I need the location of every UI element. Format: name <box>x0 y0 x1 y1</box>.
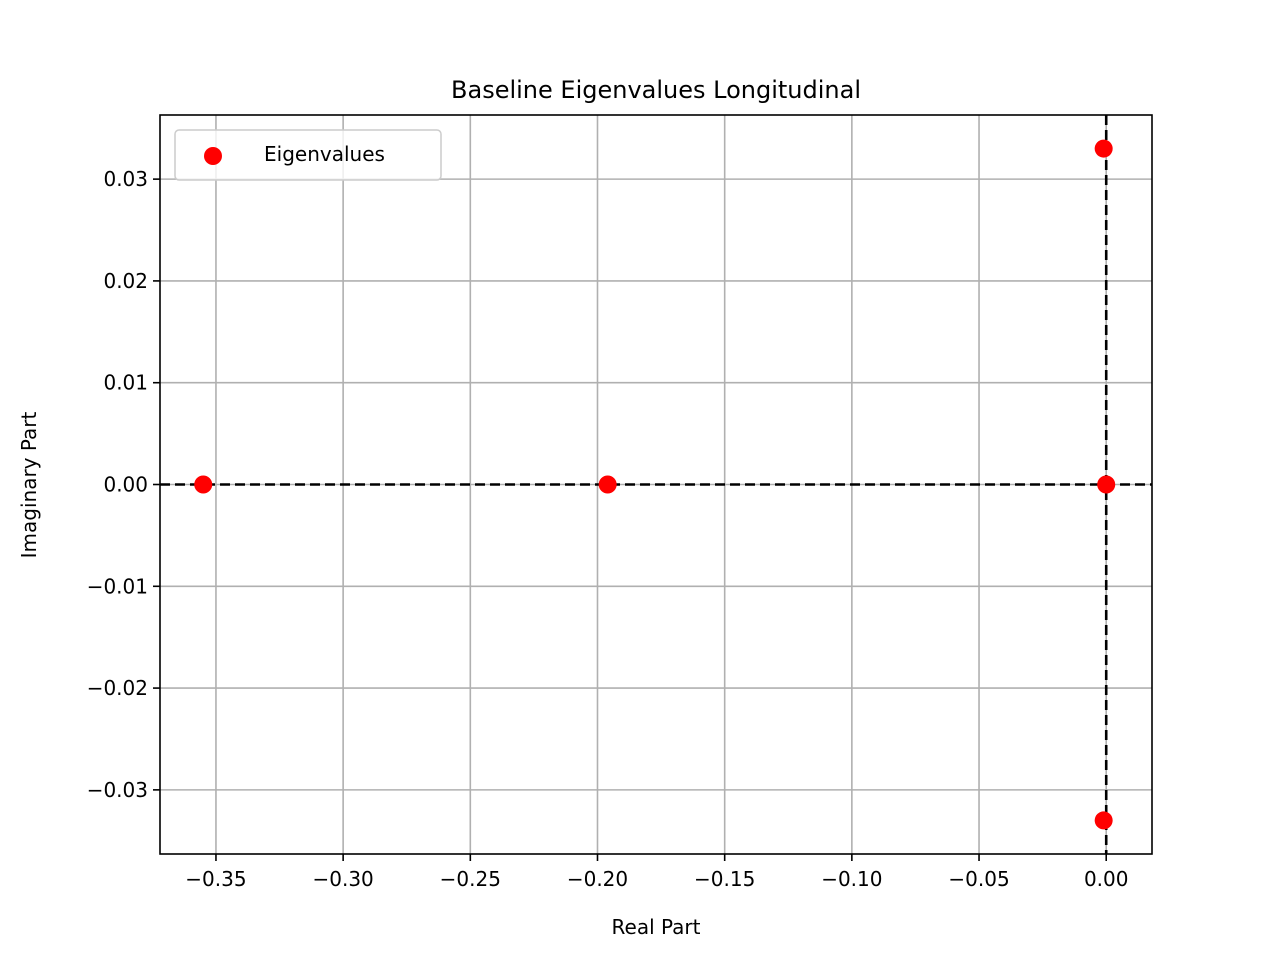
eigenvalue-point <box>1097 475 1116 494</box>
chart-title: Baseline Eigenvalues Longitudinal <box>451 76 861 104</box>
y-tick-label: 0.01 <box>103 371 148 395</box>
y-tick-label: 0.03 <box>103 167 148 191</box>
x-tick-label: −0.10 <box>821 867 882 891</box>
x-tick-label: −0.35 <box>185 867 246 891</box>
data-points <box>194 139 1116 830</box>
legend-box <box>174 129 442 181</box>
x-tick-label: −0.25 <box>440 867 501 891</box>
eigenvalue-point <box>1094 139 1113 158</box>
legend-marker <box>204 147 222 165</box>
eigenvalue-point <box>194 475 213 494</box>
x-tick-label: −0.05 <box>948 867 1009 891</box>
eigenvalue-point <box>598 475 617 494</box>
y-axis-ticks: 0.03 0.02 0.01 0.00 −0.01 −0.02 −0.03 <box>87 167 160 802</box>
y-tick-label: −0.03 <box>87 778 148 802</box>
y-tick-label: −0.02 <box>87 676 148 700</box>
legend: Eigenvalues <box>174 129 442 181</box>
eigenvalue-point <box>1094 811 1113 830</box>
x-axis-label: Real Part <box>612 915 701 939</box>
y-tick-label: −0.01 <box>87 574 148 598</box>
x-tick-label: 0.00 <box>1084 867 1129 891</box>
y-tick-label: 0.00 <box>103 473 148 497</box>
y-axis-label: Imaginary Part <box>17 411 41 558</box>
x-tick-label: −0.30 <box>312 867 373 891</box>
x-tick-label: −0.15 <box>694 867 755 891</box>
legend-label: Eigenvalues <box>264 142 385 166</box>
x-tick-label: −0.20 <box>567 867 628 891</box>
y-tick-label: 0.02 <box>103 269 148 293</box>
x-axis-ticks: −0.35 −0.30 −0.25 −0.20 −0.15 −0.10 −0.05 0.00 <box>185 854 1128 891</box>
